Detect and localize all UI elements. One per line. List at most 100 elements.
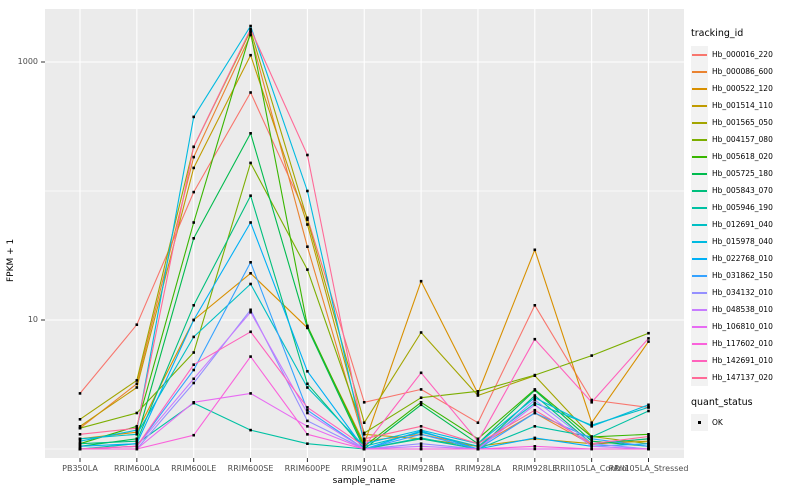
data-point bbox=[533, 396, 537, 399]
data-point bbox=[362, 439, 366, 443]
legend-color-line bbox=[692, 257, 707, 260]
data-point bbox=[476, 421, 480, 424]
legend-color-line bbox=[692, 376, 707, 379]
data-point bbox=[306, 419, 309, 423]
data-point bbox=[249, 330, 252, 334]
data-point bbox=[590, 401, 593, 404]
legend-color-line bbox=[692, 53, 707, 56]
data-point bbox=[590, 435, 593, 439]
data-point bbox=[78, 437, 82, 441]
legend-item-label: Hb_000086_600 bbox=[712, 67, 773, 76]
data-point bbox=[419, 403, 423, 407]
data-point bbox=[192, 433, 195, 437]
data-point bbox=[362, 445, 366, 448]
data-point bbox=[647, 445, 650, 448]
legend-key-line-icon bbox=[691, 284, 708, 301]
legend-item: Hb_015978_040 bbox=[691, 233, 799, 250]
legend-key-point-icon bbox=[691, 414, 708, 431]
data-point bbox=[249, 132, 252, 135]
x-tick-label: RRIM928BA bbox=[397, 464, 445, 473]
legend-item: Hb_106810_010 bbox=[691, 318, 799, 335]
legend-key-line-icon bbox=[691, 97, 708, 114]
data-point bbox=[192, 363, 195, 366]
data-point bbox=[590, 421, 593, 424]
data-point bbox=[135, 426, 139, 430]
data-point bbox=[306, 406, 309, 409]
legend: tracking_id Hb_000016_220 Hb_000086_600 Hb… bbox=[691, 28, 799, 431]
data-point bbox=[306, 326, 309, 330]
legend-item: Hb_031862_150 bbox=[691, 267, 799, 284]
data-point bbox=[590, 442, 593, 445]
data-point bbox=[533, 445, 537, 448]
data-point bbox=[135, 382, 139, 386]
data-point bbox=[590, 425, 593, 428]
legend-color-line bbox=[692, 291, 707, 294]
legend-item-label: Hb_147137_020 bbox=[712, 373, 773, 382]
legend-item-label: Hb_001565_050 bbox=[712, 118, 773, 127]
data-point bbox=[533, 403, 537, 407]
x-tick-label: RRII105LA_Stressed bbox=[608, 464, 689, 473]
data-point bbox=[249, 261, 252, 264]
data-point bbox=[306, 370, 309, 373]
data-point bbox=[135, 447, 139, 451]
data-point bbox=[647, 435, 650, 438]
data-point bbox=[647, 331, 650, 335]
x-tick-label: RRIM600SE bbox=[227, 464, 274, 473]
data-point bbox=[192, 221, 195, 224]
data-point bbox=[192, 115, 195, 119]
data-point bbox=[192, 368, 195, 372]
quant-legend-items: OK bbox=[691, 414, 799, 431]
data-point bbox=[306, 433, 309, 436]
legend-item: Hb_004157_080 bbox=[691, 131, 799, 148]
data-point bbox=[192, 190, 195, 194]
legend-color-line bbox=[692, 325, 707, 328]
legend-item: Hb_034132_010 bbox=[691, 284, 799, 301]
legend-color-line bbox=[692, 240, 707, 243]
data-point bbox=[647, 447, 650, 451]
black-square-point-icon bbox=[697, 420, 702, 425]
data-point bbox=[590, 398, 593, 402]
legend-color-line bbox=[692, 308, 707, 311]
data-point bbox=[249, 310, 252, 314]
data-point bbox=[533, 408, 537, 412]
data-point bbox=[476, 394, 480, 397]
data-point bbox=[647, 337, 650, 340]
data-point bbox=[362, 447, 366, 451]
data-point bbox=[249, 31, 252, 34]
legend-key-line-icon bbox=[691, 165, 708, 182]
data-point bbox=[533, 304, 537, 307]
data-point bbox=[419, 331, 423, 334]
legend-key-line-icon bbox=[691, 352, 708, 369]
legend-color-line bbox=[692, 172, 707, 175]
data-point bbox=[135, 442, 139, 445]
legend-color-line bbox=[692, 104, 707, 107]
data-point bbox=[249, 161, 252, 165]
data-point bbox=[419, 436, 423, 440]
legend-item-label: Hb_005725_180 bbox=[712, 169, 773, 178]
data-point bbox=[362, 401, 366, 404]
data-point bbox=[533, 337, 537, 341]
data-point bbox=[192, 377, 195, 381]
data-point bbox=[249, 392, 252, 395]
data-point bbox=[476, 439, 480, 443]
data-point bbox=[533, 248, 537, 252]
data-point bbox=[533, 425, 537, 428]
data-point bbox=[647, 433, 650, 436]
data-point bbox=[192, 237, 195, 240]
legend-item-label: Hb_005843_070 bbox=[712, 186, 773, 195]
data-point bbox=[249, 194, 252, 197]
data-point bbox=[419, 425, 423, 428]
legend-item-label: Hb_000522_120 bbox=[712, 84, 773, 93]
data-point bbox=[362, 437, 366, 441]
data-point bbox=[306, 223, 309, 226]
legend-key-line-icon bbox=[691, 63, 708, 80]
data-point bbox=[78, 426, 82, 430]
quant-legend-item-label: OK bbox=[712, 418, 723, 427]
data-point bbox=[135, 428, 139, 432]
x-tick-label: PB350LA bbox=[62, 464, 98, 473]
data-point bbox=[647, 340, 650, 343]
legend-item-label: Hb_005946_190 bbox=[712, 203, 773, 212]
x-tick-label: RRIM928LE bbox=[512, 464, 558, 473]
legend-key-line-icon bbox=[691, 318, 708, 335]
